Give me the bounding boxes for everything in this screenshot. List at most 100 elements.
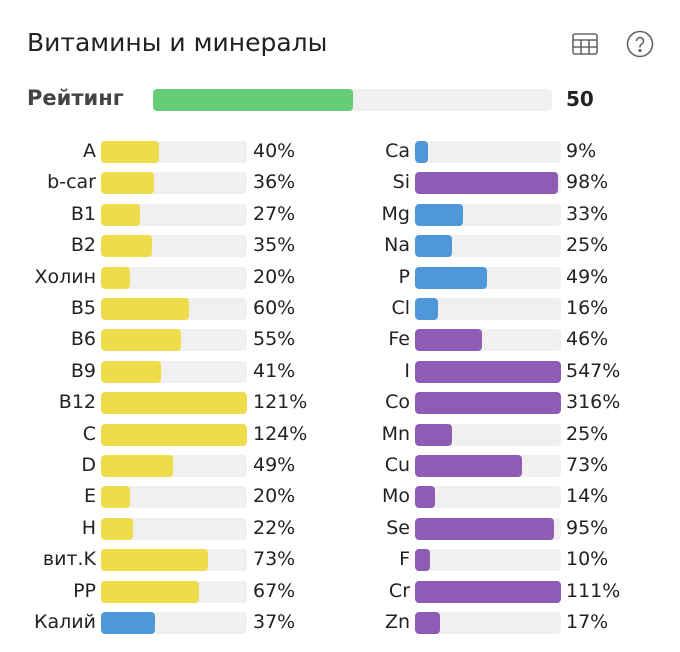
nutrient-bar-fill [415, 141, 429, 163]
nutrient-bar-fill [101, 612, 156, 634]
nutrient-bar [415, 298, 561, 320]
nutrient-percent: 121% [253, 391, 308, 414]
nutrient-label: B5 [70, 297, 96, 319]
nutrient-bar-fill [415, 580, 561, 603]
rating-label: Рейтинг [27, 86, 124, 110]
nutrient-label: D [81, 454, 96, 476]
nutrient-percent: 10% [566, 548, 609, 571]
rating-value: 50 [566, 87, 594, 111]
nutrient-bar-fill [101, 203, 141, 226]
nutrient-percent: 17% [566, 611, 609, 633]
nutrient-label: Cl [391, 297, 410, 319]
nutrient-label: b-car [47, 171, 96, 194]
nutrient-bar [101, 423, 247, 446]
nutrient-label: Fe [388, 328, 410, 351]
nutrient-label: Ca [385, 140, 410, 162]
nutrient-bar-fill [101, 549, 208, 572]
nutrient-percent: 95% [566, 516, 609, 539]
nutrient-percent: 316% [566, 391, 621, 414]
nutrient-percent: 25% [566, 234, 609, 257]
nutrient-bar-fill [415, 549, 430, 572]
nutrient-bar [415, 360, 561, 383]
rating-bar-fill [153, 89, 353, 111]
nutrient-bar [415, 203, 561, 226]
nutrient-label: B12 [58, 391, 96, 414]
nutrient-bar-fill [101, 266, 131, 289]
nutrient-percent: 16% [566, 297, 609, 319]
nutrient-bar [101, 235, 247, 258]
nutrient-label: Na [384, 234, 410, 257]
nutrient-percent: 67% [253, 579, 296, 602]
nutrient-percent: 547% [566, 359, 621, 382]
nutrient-label: B1 [70, 202, 96, 225]
nutrient-bar-fill [415, 612, 440, 634]
nutrient-bar-fill [101, 580, 199, 603]
nutrient-bar-fill [415, 455, 522, 477]
nutrient-bar [101, 392, 247, 415]
nutrient-percent: 25% [566, 422, 609, 445]
nutrient-label: Калий [34, 611, 96, 633]
nutrient-label: Se [386, 516, 410, 539]
nutrient-bar-fill [415, 486, 436, 509]
nutrient-label: F [399, 548, 410, 571]
nutrient-bar [415, 392, 561, 415]
table-icon[interactable] [571, 30, 599, 58]
nutrient-percent: 40% [253, 140, 296, 162]
nutrient-percent: 41% [253, 359, 296, 382]
nutrient-bar [101, 549, 247, 572]
nutrient-label: Cu [384, 454, 410, 476]
nutrient-bar [415, 266, 561, 289]
nutrient-bar [415, 549, 561, 572]
widget-title: Витамины и минералы [27, 28, 328, 57]
nutrient-percent: 111% [566, 579, 621, 602]
nutrient-percent: 73% [566, 454, 609, 476]
nutrient-label: P [398, 265, 410, 288]
nutrient-label: вит.K [42, 548, 96, 571]
nutrient-bar-fill [101, 517, 134, 540]
nutrient-percent: 20% [253, 265, 296, 288]
nutrient-bar [101, 486, 247, 509]
nutrient-percent: 33% [566, 202, 609, 225]
nutrient-bar-fill [101, 455, 173, 477]
nutrient-label: B6 [70, 328, 96, 351]
nutrient-percent: 20% [253, 485, 296, 508]
nutrient-bar-fill [101, 486, 131, 509]
nutrient-bar-fill [415, 329, 483, 352]
nutrient-bar [415, 235, 561, 258]
nutrient-percent: 37% [253, 611, 296, 633]
nutrient-bar [415, 580, 561, 603]
nutrient-percent: 9% [566, 140, 597, 162]
nutrient-bar [101, 141, 247, 163]
nutrient-bar [415, 517, 561, 540]
nutrient-label: I [404, 359, 410, 382]
nutrient-percent: 46% [566, 328, 609, 351]
nutrient-label: A [83, 140, 96, 162]
nutrient-percent: 35% [253, 234, 296, 257]
nutrient-percent: 27% [253, 202, 296, 225]
nutrient-bar-fill [101, 329, 182, 352]
nutrient-label: B9 [70, 359, 96, 382]
nutrient-bar [101, 266, 247, 289]
nutrient-percent: 36% [253, 171, 296, 194]
nutrient-label: PP [73, 579, 96, 602]
nutrient-percent: 124% [253, 422, 308, 445]
nutrient-bar-fill [415, 172, 559, 195]
nutrient-bar [415, 486, 561, 509]
nutrient-bar [101, 298, 247, 320]
nutrient-bar-fill [101, 298, 189, 320]
nutrient-label: Si [392, 171, 410, 194]
nutrient-bar-fill [101, 360, 161, 383]
nutrient-label: Zn [384, 611, 410, 633]
nutrient-bar-fill [415, 360, 561, 383]
help-icon[interactable] [626, 30, 654, 58]
nutrient-percent: 55% [253, 328, 296, 351]
nutrient-label: E [83, 485, 96, 508]
nutrient-bar [415, 329, 561, 352]
nutrient-percent: 22% [253, 516, 296, 539]
nutrient-label: Cr [388, 579, 410, 602]
nutrient-label: H [81, 516, 96, 539]
nutrient-bar [101, 517, 247, 540]
nutrient-bar-fill [415, 517, 554, 540]
nutrient-label: Mg [381, 202, 410, 225]
nutrient-bar-fill [101, 172, 154, 195]
